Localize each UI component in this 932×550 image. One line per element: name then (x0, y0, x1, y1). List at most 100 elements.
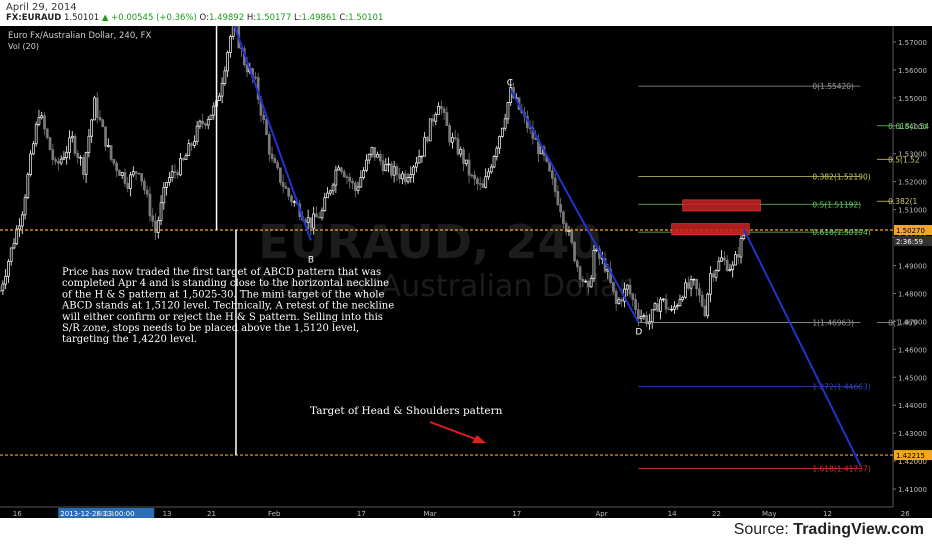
candle-body (426, 137, 429, 142)
target-arrow-shaft (429, 421, 479, 441)
fib-label: 1.618(1.41737) (812, 464, 870, 473)
candle-body (553, 177, 557, 192)
close-label: C: (339, 13, 349, 23)
high-label: H: (246, 13, 257, 23)
x-tick-label: 2014 (96, 510, 114, 518)
candle-body (706, 293, 710, 317)
candle-body (320, 210, 324, 219)
y-tick-label: 1.41000 (898, 486, 927, 494)
candle-body (698, 288, 701, 296)
candle-body (648, 321, 651, 325)
candle-body (292, 201, 296, 203)
candle-body (109, 145, 113, 160)
candle-body (675, 305, 679, 308)
candle-body (717, 260, 721, 271)
candle-body (365, 159, 368, 171)
candle-body (473, 174, 476, 180)
candle-body (187, 143, 191, 157)
annotation-line: Price has now traded the first target of… (62, 267, 381, 278)
candle-body (70, 135, 74, 139)
y-tick-label: 1.55000 (898, 95, 927, 103)
candle-body (173, 171, 177, 174)
x-tick-label: 13 (163, 510, 172, 518)
symbol-label[interactable]: FX:EURAUD (6, 13, 62, 23)
source-credit: Source: TradingView.com (734, 521, 924, 539)
target-label: Target of Head & Shoulders pattern (310, 405, 503, 417)
candle-body (492, 156, 496, 168)
y-tick-label: 1.47000 (898, 318, 927, 326)
watermark-name: Euro Fx/Australian Dollar (258, 269, 631, 304)
y-tick-label: 1.43000 (898, 430, 927, 438)
candle-body (581, 279, 585, 282)
candle-body (93, 97, 96, 121)
candle-body (612, 282, 615, 292)
chart-title: Euro Fx/Australian Dollar, 240, FX (8, 31, 152, 41)
annotation-line: ABCD stands at 1,5120 level. Technically… (61, 301, 394, 312)
candle-body (384, 164, 388, 172)
candle-body (439, 105, 443, 110)
candle-body (87, 135, 91, 153)
candle-body (12, 243, 16, 249)
candle-body (387, 163, 390, 166)
candle-body (359, 177, 363, 188)
candle-body (381, 160, 385, 172)
x-tick-label: 21 (207, 510, 216, 518)
chart-panel[interactable]: EURAUD, 240 Euro Fx/Australian Dollar Euro… (0, 26, 932, 518)
price-label-box (894, 450, 932, 461)
candle-body (736, 254, 740, 258)
candle-body (290, 195, 293, 203)
abcd-projection-leg (742, 228, 862, 466)
target-arrow-head (472, 435, 486, 443)
candle-body (73, 135, 77, 154)
annotation-line: will either confirm or reject the H & S … (62, 312, 383, 323)
low-value: 1.49861 (301, 13, 337, 23)
price-change: ▲ +0.00545 (+0.36%) (101, 13, 197, 23)
candle-body (273, 158, 277, 163)
candle-body (645, 315, 649, 325)
candle-body (467, 159, 471, 176)
candle-body (692, 278, 696, 281)
open-value: 1.49892 (208, 13, 245, 23)
close-value: 1.50101 (348, 13, 384, 23)
candle-body (742, 234, 746, 239)
candle-body (68, 137, 71, 153)
candle-body (229, 36, 232, 53)
candle-body (57, 160, 60, 164)
candle-body (656, 303, 660, 312)
fib-label-right: 0.618(1.54 (888, 122, 929, 131)
candle-body (328, 190, 332, 194)
candle-body (351, 180, 354, 184)
candle-body (592, 250, 596, 279)
candle-body (412, 166, 415, 175)
candle-body (340, 167, 343, 173)
source-brand[interactable]: TradingView.com (793, 521, 924, 538)
candle-body (267, 134, 271, 155)
candle-body (198, 120, 202, 127)
candle-body (342, 171, 346, 178)
candle-body (9, 247, 13, 262)
candle-body (284, 186, 288, 189)
candle-body (162, 187, 166, 204)
candle-body (642, 315, 646, 317)
candle-body (370, 146, 374, 155)
candle-body (498, 136, 501, 149)
candle-body (634, 299, 637, 310)
x-tick-label: 17 (357, 510, 366, 518)
candle-body (559, 204, 563, 213)
candle-body (118, 170, 121, 176)
candle-body (62, 157, 66, 160)
candle-body (348, 176, 352, 182)
candle-body (79, 157, 82, 159)
candle-body (392, 166, 396, 176)
x-tick-label: 17 (512, 510, 521, 518)
candle-body (639, 316, 643, 319)
price-label-box (894, 225, 932, 236)
last-price: 1.50101 (64, 13, 100, 23)
abcd-leg-cd (509, 88, 640, 323)
candle-body (104, 126, 107, 147)
fib-label: 0.5(1.51192) (812, 200, 861, 209)
candle-body (65, 151, 69, 158)
candle-body (423, 137, 427, 157)
candle-body (406, 177, 410, 183)
